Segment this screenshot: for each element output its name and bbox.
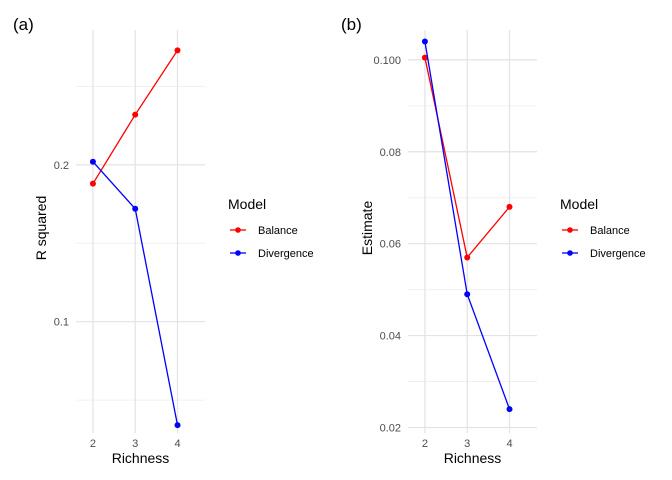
grid (408, 30, 537, 433)
legend: Model Balance Divergence (560, 196, 646, 260)
y-axis-title: R squared (33, 196, 49, 261)
series (421, 38, 513, 413)
data-point-balance (464, 254, 471, 261)
x-tick-label: 4 (174, 438, 180, 450)
x-axis-title: Richness (112, 450, 170, 466)
panel-tag: (b) (341, 15, 362, 34)
legend-label-balance: Balance (590, 225, 630, 237)
data-point-divergence (421, 38, 428, 45)
data-point-divergence (89, 158, 96, 165)
y-tick-label: 0.08 (380, 147, 401, 159)
data-point-balance (421, 54, 428, 61)
y-tick-label: 0.02 (380, 422, 401, 434)
y-tick-label: 0.06 (380, 239, 401, 251)
grid (76, 30, 205, 433)
panel-b: (b) 0.02 0.04 0.06 0.08 0.100 2 3 4 Richness Es… (341, 15, 646, 466)
legend-key-divergence (230, 250, 246, 256)
y-tick-label: 0.04 (380, 331, 401, 343)
y-tick-label: 0.2 (54, 160, 69, 172)
data-point-balance (89, 180, 96, 187)
data-point-divergence (132, 205, 139, 212)
x-tick-label: 2 (422, 438, 428, 450)
panel-a: (a) 0.1 0.2 2 3 4 Richness R squared Model B… (13, 15, 314, 466)
legend-point (235, 250, 241, 256)
legend-key-balance (230, 227, 246, 233)
legend-point (567, 227, 573, 233)
y-axis-title: Estimate (359, 201, 375, 256)
data-point-balance (174, 47, 181, 54)
legend-key-balance (562, 227, 578, 233)
series (89, 47, 181, 429)
legend-label-balance: Balance (258, 225, 298, 237)
data-point-divergence (464, 291, 471, 298)
legend-label-divergence: Divergence (258, 248, 314, 260)
legend-key-divergence (562, 250, 578, 256)
tick-labels: 0.02 0.04 0.06 0.08 0.100 2 3 4 (373, 55, 512, 450)
data-point-balance (132, 111, 139, 118)
legend-point (235, 227, 241, 233)
legend-label-divergence: Divergence (590, 248, 646, 260)
legend: Model Balance Divergence (228, 196, 314, 260)
x-tick-label: 3 (464, 438, 470, 450)
data-point-divergence (174, 422, 181, 429)
x-tick-label: 4 (506, 438, 512, 450)
data-point-balance (506, 203, 513, 210)
legend-title: Model (560, 196, 598, 212)
legend-point (567, 250, 573, 256)
tick-labels: 0.1 0.2 2 3 4 (54, 160, 181, 450)
x-tick-label: 2 (90, 438, 96, 450)
panel-tag: (a) (13, 15, 34, 34)
y-tick-label: 0.1 (54, 317, 69, 329)
data-point-divergence (506, 406, 513, 413)
y-tick-label: 0.100 (373, 55, 401, 67)
x-axis-title: Richness (444, 450, 502, 466)
x-tick-label: 3 (132, 438, 138, 450)
legend-title: Model (228, 196, 266, 212)
